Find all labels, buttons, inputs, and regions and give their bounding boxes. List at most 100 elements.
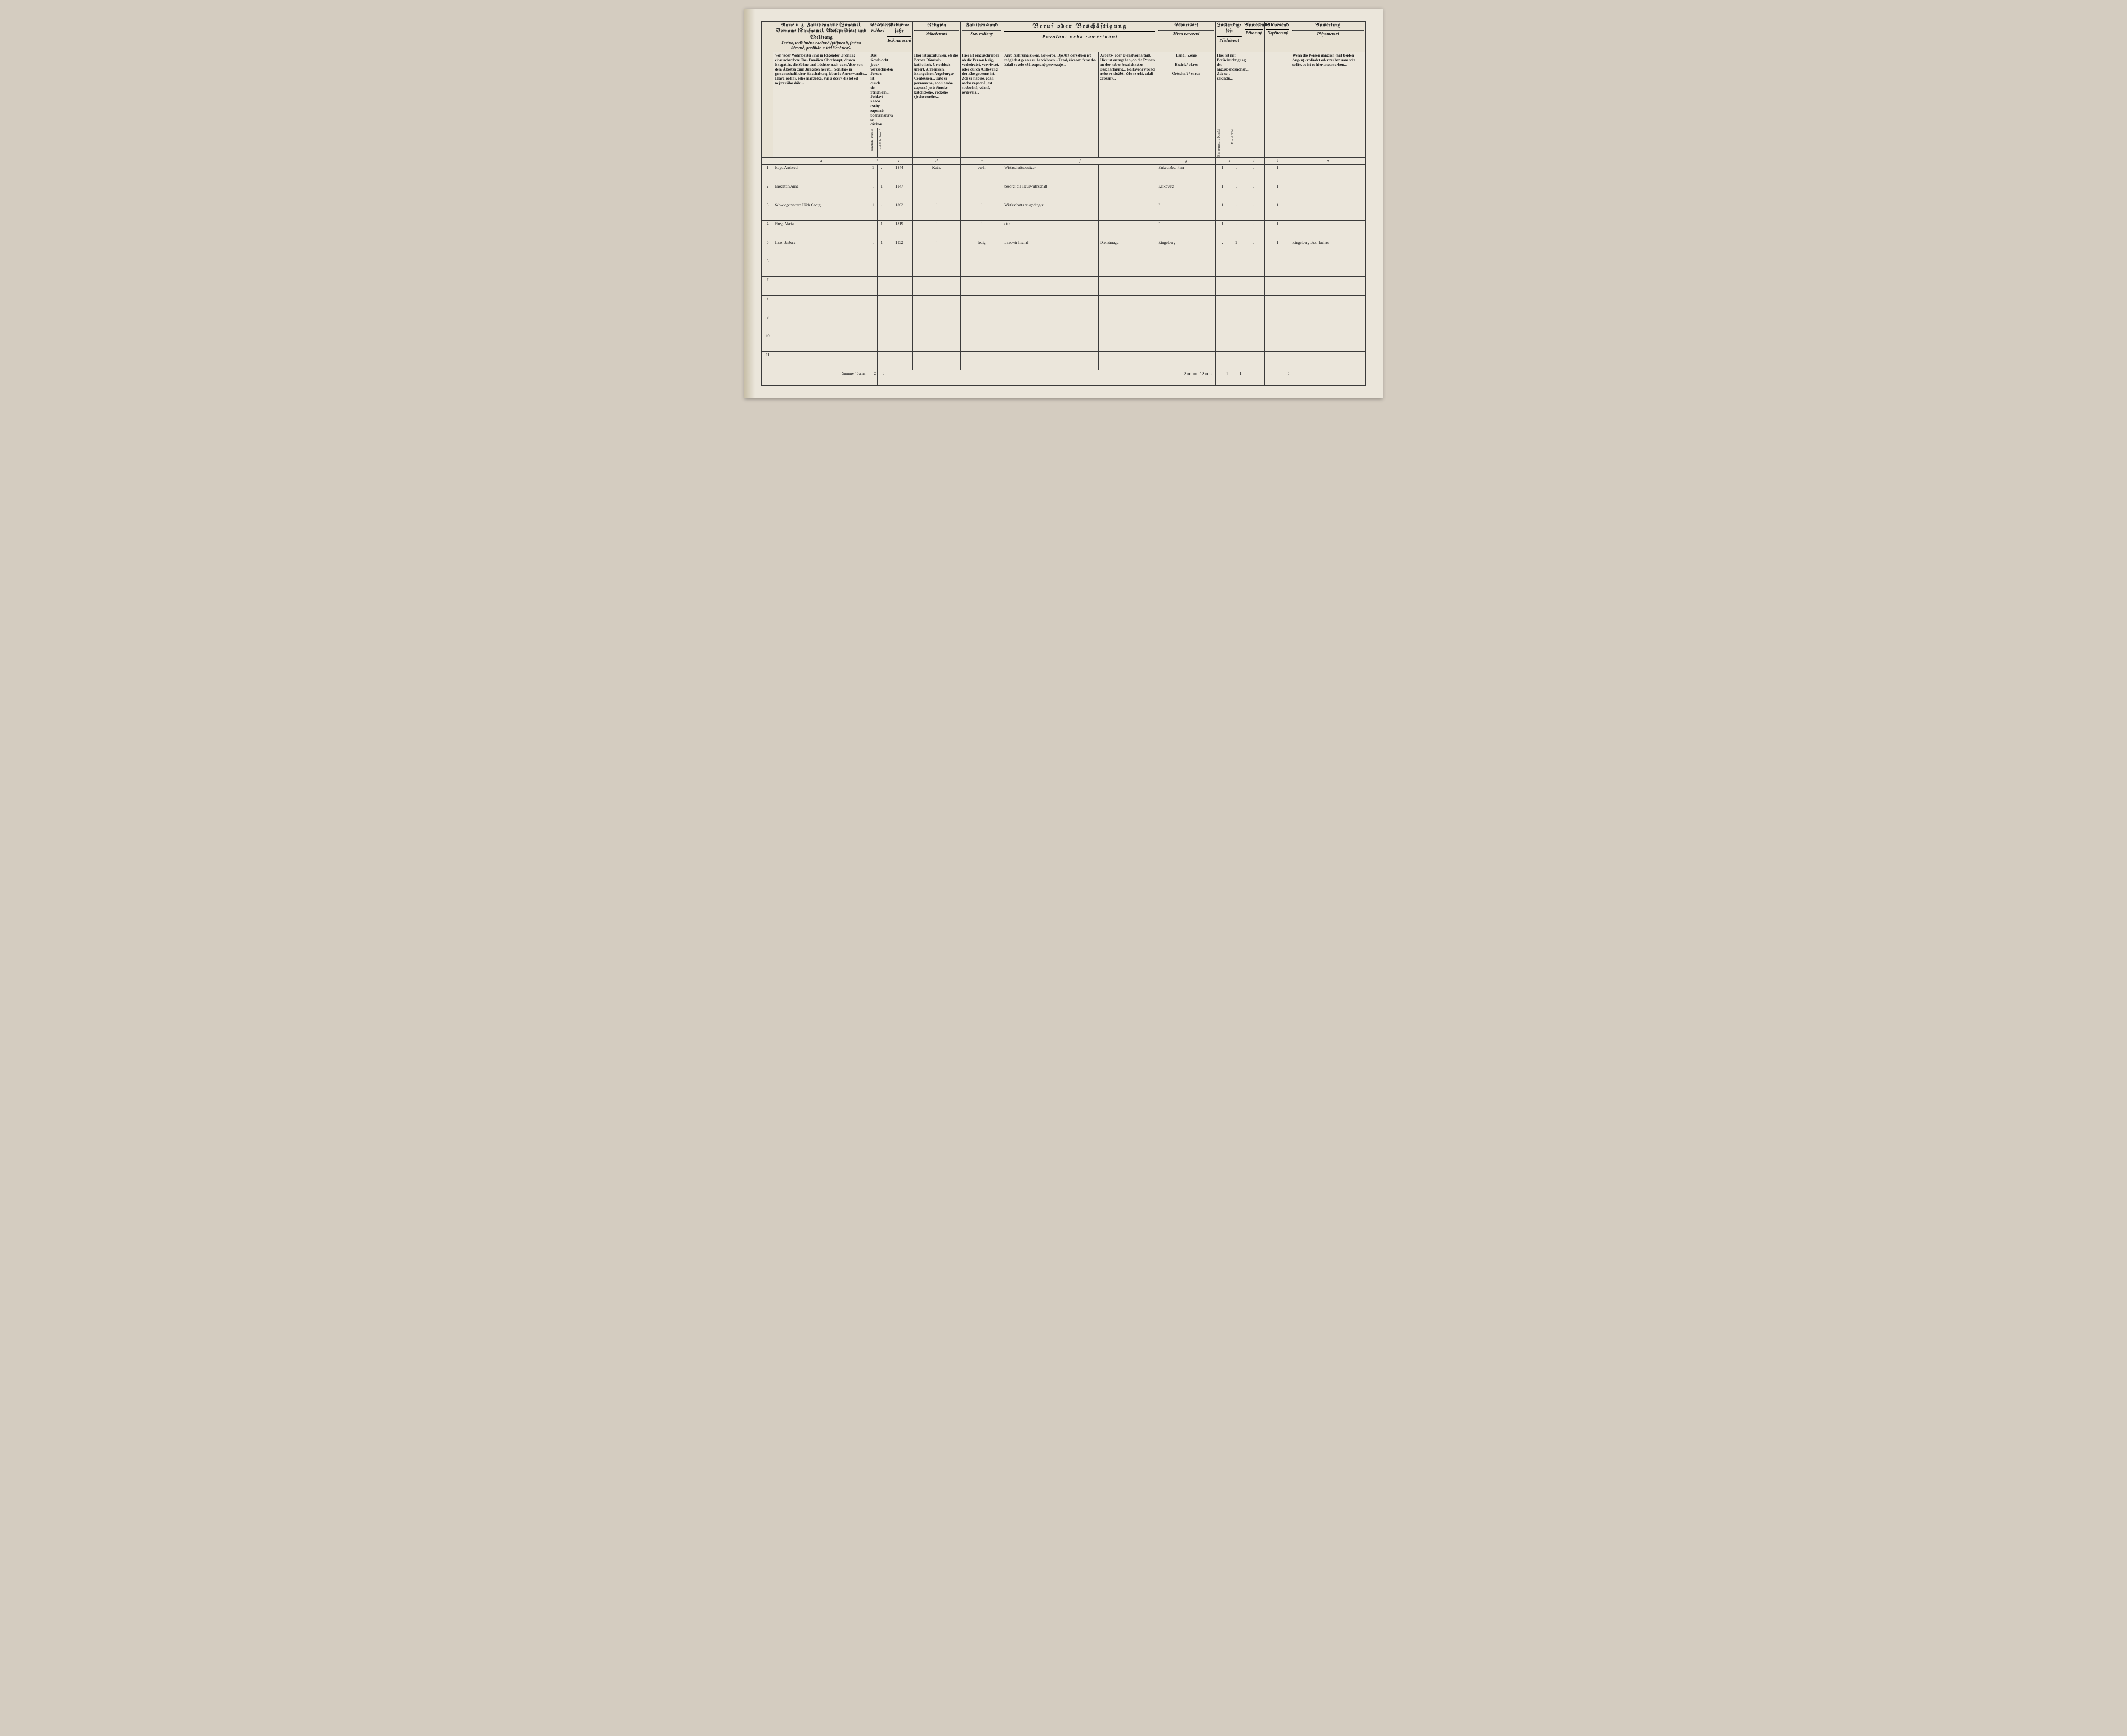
cell-place: Ringelberg — [1157, 239, 1215, 258]
table-row: 9 — [762, 314, 1366, 333]
cell-remark: Ringelberg Bez. Tachau — [1291, 239, 1366, 258]
cell-absent — [1264, 295, 1291, 314]
cell-marital — [961, 333, 1003, 351]
header-row-letters: a b c d e f g h i k m — [762, 157, 1366, 164]
cell-occ1 — [1003, 258, 1099, 276]
cell-occ2 — [1098, 295, 1157, 314]
sum-blank1 — [762, 370, 773, 385]
cell-present: . — [1243, 239, 1264, 258]
cell-rownum: 5 — [762, 239, 773, 258]
cell-religion: " — [912, 202, 960, 220]
cell-remark — [1291, 333, 1366, 351]
cell-name: Schwiegervatters Hödr Georg — [773, 202, 869, 220]
cell-female: 1 — [878, 220, 886, 239]
table-row: 3Schwiegervatters Hödr Georg1.1802""Wirt… — [762, 202, 1366, 220]
cell-male — [869, 276, 878, 295]
cell-remark — [1291, 314, 1366, 333]
cell-present: . — [1243, 183, 1264, 202]
table-row: 5Haas Barbara.11832"ledigLandwirthschaft… — [762, 239, 1366, 258]
desc-sex: Das Geschlecht jeder verzeichneten Perso… — [869, 52, 886, 128]
cell-name — [773, 333, 869, 351]
col-religion-header: Religion Náboženství — [912, 22, 960, 52]
cell-place — [1157, 314, 1215, 333]
cell-absent: 1 — [1264, 164, 1291, 183]
cell-remark — [1291, 258, 1366, 276]
col-birthyear-header: Geburts-jahr Rok narození — [886, 22, 912, 52]
cell-heim — [1215, 351, 1229, 370]
cell-marital — [961, 276, 1003, 295]
table-row: 1Hoyd Andorad1.1844Kath.verh.Wirthschaft… — [762, 164, 1366, 183]
table-row: 6 — [762, 258, 1366, 276]
letter-m: m — [1291, 157, 1366, 164]
cell-heim — [1215, 295, 1229, 314]
cell-marital — [961, 314, 1003, 333]
table-row: 8 — [762, 295, 1366, 314]
cell-absent — [1264, 276, 1291, 295]
cell-female — [878, 333, 886, 351]
cell-absent — [1264, 258, 1291, 276]
cell-remark — [1291, 351, 1366, 370]
data-body: 1Hoyd Andorad1.1844Kath.verh.Wirthschaft… — [762, 164, 1366, 370]
cell-male — [869, 314, 878, 333]
sum-row: Summe / Suma 2 3 Summe / Suma 4 1 5 — [762, 370, 1366, 385]
cell-occ2: Dienstmagd — [1098, 239, 1157, 258]
cell-female — [878, 258, 886, 276]
cell-present — [1243, 295, 1264, 314]
cell-year — [886, 276, 912, 295]
cell-occ1 — [1003, 295, 1099, 314]
census-page: Name u. z. Familienname (Zuname), Vornam… — [744, 9, 1383, 398]
sum-female: 3 — [878, 370, 886, 385]
cell-name: Eheg. Maria — [773, 220, 869, 239]
sum-heim: 4 — [1215, 370, 1229, 385]
cell-rownum: 6 — [762, 258, 773, 276]
cell-remark — [1291, 183, 1366, 202]
cell-fremd: . — [1229, 202, 1243, 220]
sum-blank2 — [886, 370, 1157, 385]
cell-present: . — [1243, 220, 1264, 239]
cell-fremd — [1229, 333, 1243, 351]
cell-occ2 — [1098, 220, 1157, 239]
cell-place — [1157, 276, 1215, 295]
desc-birthplace: Land / Země Bezirk / okres Ortschaft / o… — [1157, 52, 1215, 128]
cell-absent — [1264, 351, 1291, 370]
table-row: 10 — [762, 333, 1366, 351]
col-name-header: Name u. z. Familienname (Zuname), Vornam… — [773, 22, 869, 52]
sum-label: Summe / Suma — [773, 370, 869, 385]
header-row-sublabels: männlich / mužské weiblich / ženské Ein-… — [762, 128, 1366, 157]
place-sublabel — [1157, 128, 1215, 157]
cell-place: Kirkowitz — [1157, 183, 1215, 202]
cell-rownum: 1 — [762, 164, 773, 183]
cell-name — [773, 258, 869, 276]
cell-religion: Kath. — [912, 164, 960, 183]
cell-marital: verh. — [961, 164, 1003, 183]
cell-female: . — [878, 202, 886, 220]
letter-a: a — [773, 157, 869, 164]
letter-blank — [762, 157, 773, 164]
cell-year: 1819 — [886, 220, 912, 239]
col-remark-header: Anmerkung Připomenutí — [1291, 22, 1366, 52]
sex-female-label: weiblich / ženské — [878, 128, 886, 157]
cell-occ1: Wirthschafts ausgedinger — [1003, 202, 1099, 220]
desc-occupation-left: Amt. Nahrungszweig. Gewerbe. Die Art der… — [1003, 52, 1099, 128]
cell-religion: " — [912, 239, 960, 258]
cell-place: " — [1157, 202, 1215, 220]
cell-remark — [1291, 220, 1366, 239]
col-present-header: Anwesend Přítomný — [1243, 22, 1264, 52]
letter-h: h — [1215, 157, 1243, 164]
cell-absent: 1 — [1264, 183, 1291, 202]
cell-heim — [1215, 258, 1229, 276]
table-row: 7 — [762, 276, 1366, 295]
cell-year: 1844 — [886, 164, 912, 183]
letter-i: i — [1243, 157, 1264, 164]
cell-present — [1243, 333, 1264, 351]
cell-fremd — [1229, 258, 1243, 276]
cell-occ2 — [1098, 276, 1157, 295]
cell-occ2 — [1098, 351, 1157, 370]
cell-religion — [912, 314, 960, 333]
cell-rownum: 9 — [762, 314, 773, 333]
cell-occ2 — [1098, 314, 1157, 333]
cell-heim — [1215, 276, 1229, 295]
cell-religion: " — [912, 183, 960, 202]
cell-male: . — [869, 183, 878, 202]
table-row: 4Eheg. Maria.11819""dtto"1..1 — [762, 220, 1366, 239]
